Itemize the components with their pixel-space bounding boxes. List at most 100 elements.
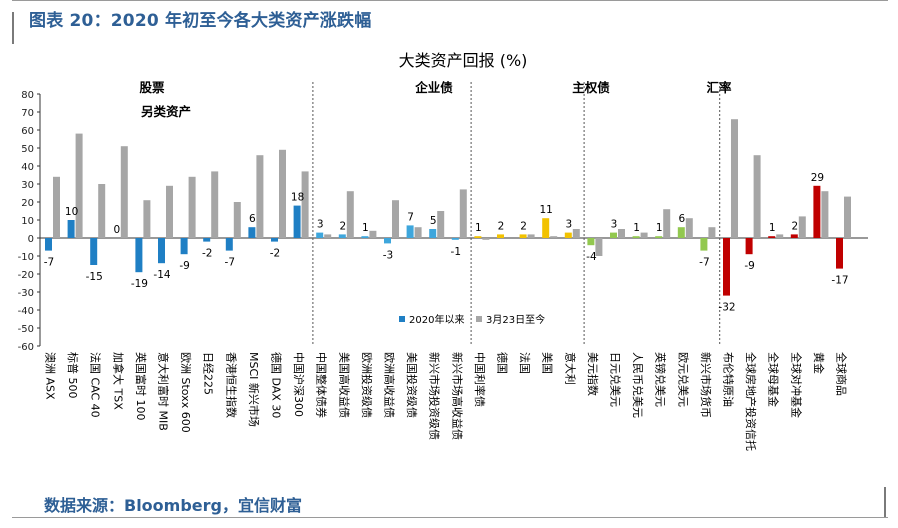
category-label: 中国利率债 (473, 352, 487, 407)
category-label: 美国投资级债 (405, 352, 419, 418)
category-label: 法国 CAC 40 (89, 352, 103, 418)
bar-since-mar23 (233, 202, 241, 238)
data-label: 2 (339, 220, 346, 232)
bar-since-mar23 (143, 200, 151, 238)
bar-ytd (158, 238, 165, 264)
bar-ytd (135, 238, 143, 273)
bar-since-mar23 (572, 229, 580, 238)
category-label: 新兴市场投资级债 (428, 352, 442, 440)
group-label: 汇率 (706, 80, 732, 95)
asset-returns-chart: 大类资产回报 (%)80706050403020100-10-20-30-40-… (18, 51, 868, 451)
y-tick-label: -20 (18, 270, 34, 281)
bar-ytd (316, 232, 324, 238)
bar-since-mar23 (369, 230, 377, 238)
bar-since-mar23 (53, 176, 60, 238)
bar-ytd (90, 238, 98, 265)
bar-since-mar23 (527, 234, 535, 238)
bar-since-mar23 (98, 184, 106, 238)
bar-ytd (632, 236, 640, 238)
category-label: 德国 DAX 30 (270, 352, 284, 418)
bar-since-mar23 (550, 236, 558, 238)
category-label: 意大利富时 MIB (157, 352, 171, 431)
bar-since-mar23 (595, 238, 603, 256)
data-label: 7 (407, 211, 414, 223)
bar-since-mar23 (188, 176, 196, 238)
category-label: 澳洲 ASX (44, 352, 57, 400)
bar-ytd (293, 205, 301, 238)
bar-ytd (564, 232, 572, 238)
y-tick-label: -10 (18, 252, 34, 263)
bar-since-mar23 (685, 218, 693, 238)
data-label: -4 (586, 251, 597, 263)
category-label: 全球房地产投资信托 (744, 352, 758, 451)
bar-ytd (248, 227, 256, 238)
chart-title: 大类资产回报 (%) (399, 51, 528, 70)
category-label: 美国 (541, 352, 554, 374)
data-label: -9 (179, 260, 189, 272)
data-label: 1 (633, 222, 640, 234)
bar-ytd (677, 227, 685, 238)
data-label: 2 (498, 220, 505, 232)
y-tick-label: -30 (18, 288, 34, 299)
legend-swatch-ytd (399, 316, 405, 322)
data-label: -14 (153, 269, 170, 281)
bar-ytd (813, 185, 821, 238)
bar-ytd (519, 234, 527, 238)
category-label: 欧元兑美元 (676, 352, 690, 407)
category-label: 黄金 (812, 352, 826, 374)
category-label: 人民币兑美元 (631, 352, 645, 418)
bar-ytd (429, 229, 437, 238)
data-label: 6 (678, 213, 685, 225)
source-accent-rule (884, 487, 886, 518)
data-label: -7 (44, 257, 54, 269)
category-label: 德国 (496, 352, 510, 374)
y-tick-label: 80 (21, 90, 34, 101)
bar-ytd (406, 225, 414, 238)
category-label: 欧洲 Stoxx 600 (179, 352, 192, 433)
category-label: 法国 (518, 352, 532, 374)
data-label: 2 (791, 220, 798, 232)
data-label: -2 (270, 248, 280, 260)
category-label: 日经225 (202, 352, 215, 395)
category-label: 美元指数 (586, 352, 600, 396)
bar-ytd (723, 238, 730, 296)
bar-ytd (225, 238, 233, 251)
data-label: -19 (131, 278, 148, 290)
bar-ytd (700, 238, 708, 251)
data-label: 3 (317, 219, 324, 231)
data-label: -9 (744, 260, 754, 272)
data-label: 1 (656, 222, 663, 234)
data-label: 1 (475, 222, 482, 234)
bar-ytd (745, 238, 753, 255)
bar-since-mar23 (776, 234, 784, 238)
bar-since-mar23 (821, 191, 829, 238)
category-label: 全球母基金 (767, 352, 781, 407)
group-sublabel: 另类资产 (141, 104, 191, 119)
data-label: 29 (811, 172, 824, 184)
y-tick-label: -50 (18, 324, 34, 335)
bar-since-mar23 (256, 155, 264, 238)
data-label: -7 (225, 257, 235, 269)
bar-since-mar23 (798, 216, 806, 238)
bar-since-mar23 (708, 227, 716, 238)
data-label: -7 (699, 257, 709, 269)
category-label: 欧洲投资级债 (360, 352, 374, 418)
bar-since-mar23 (166, 185, 173, 238)
data-label: 10 (65, 206, 78, 218)
group-label: 股票 (139, 80, 165, 95)
category-label: 日元兑美元 (609, 352, 623, 407)
title-accent-rule (12, 12, 14, 44)
y-tick-label: 30 (21, 180, 34, 191)
data-label: -17 (831, 275, 848, 287)
bar-since-mar23 (324, 234, 332, 238)
data-label: 6 (249, 213, 256, 225)
category-label: 全球商品 (835, 352, 849, 396)
bar-ytd (384, 238, 391, 244)
data-label: 2 (520, 220, 527, 232)
data-label: 1 (362, 222, 369, 234)
source-note: 数据来源：Bloomberg，宜信财富 (44, 496, 302, 515)
y-tick-label: 0 (28, 234, 34, 245)
data-label: 5 (430, 215, 437, 227)
bar-since-mar23 (618, 229, 625, 238)
top-border-line (12, 0, 888, 1)
